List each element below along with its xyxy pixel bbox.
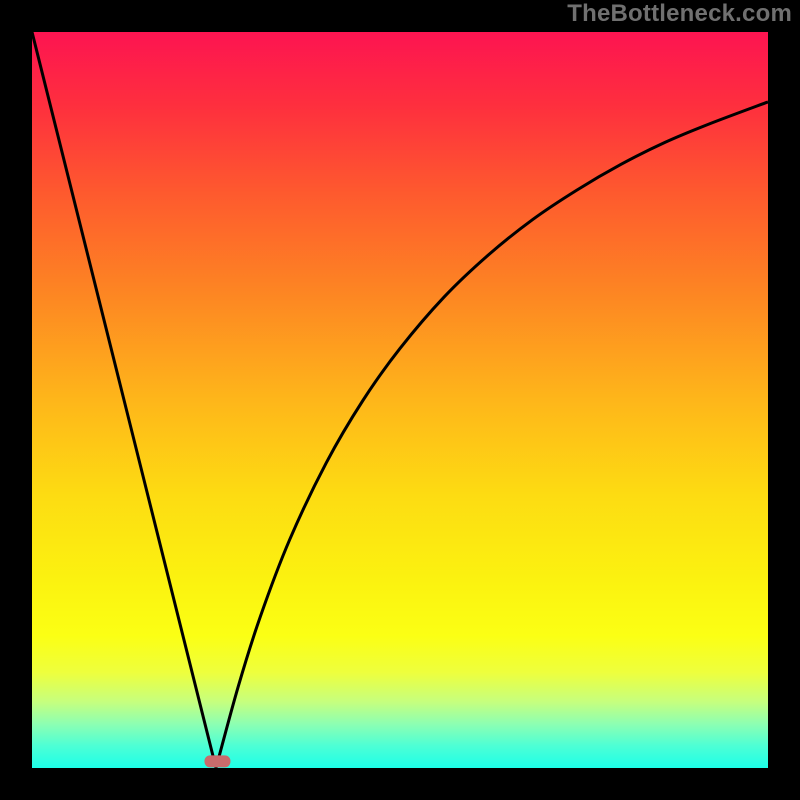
chart-background — [32, 32, 768, 768]
chart-container: TheBottleneck.com — [0, 0, 800, 800]
optimum-marker — [205, 756, 230, 767]
watermark-text: TheBottleneck.com — [567, 0, 792, 28]
bottleneck-chart — [0, 0, 800, 800]
